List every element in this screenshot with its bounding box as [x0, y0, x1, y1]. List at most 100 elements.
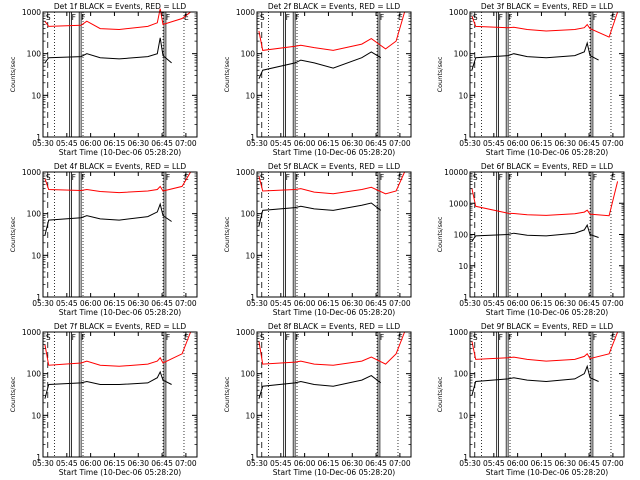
events-series-line [258, 51, 382, 80]
panel-title: Det 1f BLACK = Events, RED = LLD [54, 2, 187, 11]
marker-label-S: S [473, 333, 478, 342]
x-axis-label: Start Time (10-Dec-06 05:28:20) [273, 308, 395, 317]
y-tick-label: 1000 [22, 8, 41, 17]
x-tick-label: 07:00 [175, 139, 197, 148]
marker-label-E: E [184, 333, 189, 342]
marker-label-F: F [286, 333, 290, 342]
plot-frame [42, 11, 198, 138]
plot-frame [469, 11, 625, 138]
marker-label-F: F [593, 13, 597, 22]
y-axis-label: Counts/sec [223, 56, 231, 92]
x-tick-label: 06:45 [578, 139, 600, 148]
x-tick-label: 06:15 [318, 299, 340, 308]
marker-label-S: S [473, 13, 478, 22]
x-tick-label: 06:45 [365, 459, 387, 468]
panel-title: Det 9f BLACK = Events, RED = LLD [481, 322, 614, 331]
y-tick-label: 100 [241, 370, 256, 379]
x-tick-label: 06:00 [294, 459, 316, 468]
marker-label-E: E [611, 173, 616, 182]
y-tick-label: 10 [31, 411, 41, 420]
x-tick-label: 06:45 [578, 299, 600, 308]
y-tick-label: 10 [245, 251, 255, 260]
events-series-line [258, 202, 382, 227]
marker-label-S: S [260, 13, 265, 22]
x-tick-label: 07:00 [389, 299, 411, 308]
x-tick-label: 05:45 [270, 139, 292, 148]
marker-label-E: E [184, 173, 189, 182]
x-tick-label: 06:15 [104, 299, 126, 308]
x-tick-label: 05:30 [459, 139, 481, 148]
y-tick-label: 10 [245, 91, 255, 100]
x-tick-label: 06:00 [294, 299, 316, 308]
plot-frame [469, 171, 625, 298]
y-tick-label: 10000 [444, 168, 468, 177]
x-tick-label: 06:15 [531, 459, 553, 468]
marker-label-F: F [166, 13, 170, 22]
x-tick-label: 05:30 [246, 139, 268, 148]
x-tick-label: 06:45 [151, 459, 173, 468]
marker-label-F: F [593, 333, 597, 342]
y-axis-label: Counts/sec [9, 376, 17, 412]
y-axis-label: Counts/sec [436, 376, 444, 412]
x-tick-label: 05:45 [483, 459, 505, 468]
marker-label-F: F [508, 13, 512, 22]
x-axis-label: Start Time (10-Dec-06 05:28:20) [273, 468, 395, 477]
panel-title: Det 5f BLACK = Events, RED = LLD [268, 162, 401, 171]
lld-series-line [44, 331, 192, 367]
x-axis-label: Start Time (10-Dec-06 05:28:20) [486, 148, 608, 157]
plot-frame [256, 171, 412, 298]
marker-label-S: S [46, 173, 51, 182]
y-tick-label: 1 [463, 293, 468, 302]
y-tick-label: 1000 [22, 168, 41, 177]
y-tick-label: 1 [36, 293, 41, 302]
x-tick-label: 05:45 [56, 139, 78, 148]
y-tick-label: 1 [463, 453, 468, 462]
events-series-line [471, 223, 599, 242]
plot-frame [256, 11, 412, 138]
panel-title: Det 7f BLACK = Events, RED = LLD [54, 322, 187, 331]
x-tick-label: 05:45 [56, 459, 78, 468]
y-axis-label: Counts/sec [436, 56, 444, 92]
x-tick-label: 06:15 [104, 139, 126, 148]
y-tick-label: 1 [250, 453, 255, 462]
x-tick-label: 06:30 [554, 459, 576, 468]
y-tick-label: 1 [250, 133, 255, 142]
events-series-line [44, 202, 172, 236]
y-tick-label: 100 [27, 210, 42, 219]
lld-series-line [471, 331, 619, 362]
x-tick-label: 07:00 [602, 459, 624, 468]
x-tick-label: 06:00 [80, 139, 102, 148]
y-tick-label: 10 [458, 411, 468, 420]
x-tick-label: 06:45 [365, 299, 387, 308]
x-tick-label: 05:30 [246, 459, 268, 468]
panel-title: Det 6f BLACK = Events, RED = LLD [481, 162, 614, 171]
marker-label-F: F [508, 173, 512, 182]
marker-label-F: F [380, 13, 384, 22]
y-tick-label: 1 [463, 133, 468, 142]
x-axis-label: Start Time (10-Dec-06 05:28:20) [59, 468, 181, 477]
y-axis-label: Counts/sec [9, 216, 17, 252]
marker-label-F: F [380, 173, 384, 182]
x-tick-label: 06:45 [151, 299, 173, 308]
y-tick-label: 10 [245, 411, 255, 420]
marker-label-F: F [166, 333, 170, 342]
events-series-line [258, 375, 382, 399]
marker-label-F: F [81, 173, 85, 182]
events-series-line [471, 41, 599, 71]
panel-title: Det 8f BLACK = Events, RED = LLD [268, 322, 401, 331]
x-tick-label: 07:00 [175, 459, 197, 468]
marker-label-F: F [286, 13, 290, 22]
marker-label-S: S [46, 333, 51, 342]
x-tick-label: 05:45 [56, 299, 78, 308]
y-tick-label: 1 [36, 133, 41, 142]
x-axis-label: Start Time (10-Dec-06 05:28:20) [273, 148, 395, 157]
marker-label-E: E [184, 13, 189, 22]
x-tick-label: 05:30 [32, 299, 54, 308]
x-tick-label: 06:00 [507, 459, 529, 468]
y-tick-label: 1000 [449, 8, 468, 17]
